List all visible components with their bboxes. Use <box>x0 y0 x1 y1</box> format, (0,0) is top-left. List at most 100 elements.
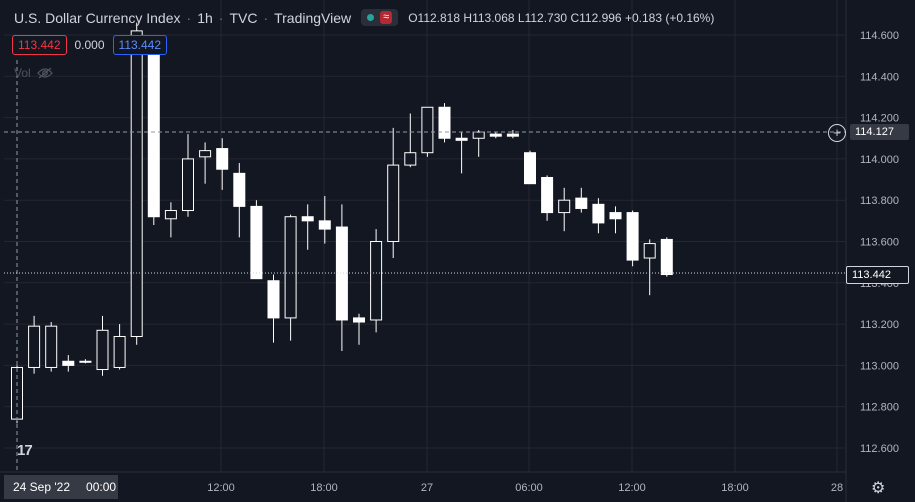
time-tick-label: 12:00 <box>207 482 235 494</box>
market-open-dot-icon <box>367 14 375 21</box>
tradingview-logo-icon[interactable]: 17 <box>17 442 33 459</box>
candle <box>335 204 348 351</box>
candle <box>643 239 656 296</box>
close-label: C <box>570 10 580 25</box>
candle <box>626 210 639 267</box>
candle-body-up <box>182 158 194 212</box>
candle-body-down <box>216 148 229 170</box>
candle-body-down <box>592 203 605 224</box>
candle <box>147 35 160 225</box>
candles <box>11 22 673 424</box>
price-tick-label: 114.400 <box>860 71 899 83</box>
candle-body-down <box>301 216 314 222</box>
price-tick-label: 113.200 <box>860 319 899 331</box>
gear-icon[interactable]: ⚙ <box>871 480 886 497</box>
buy-price-button[interactable]: 113.442 <box>112 35 168 55</box>
candle-body-up <box>113 335 126 368</box>
time-tick-label: 18:00 <box>721 482 749 494</box>
candle <box>267 274 280 343</box>
candle-body-down <box>62 360 75 366</box>
market-status[interactable]: ≈ <box>361 9 399 26</box>
candle-body-up <box>199 150 212 158</box>
crosshair-price-label: 114.127 <box>850 124 909 140</box>
crosshair-date: 24 Sep '22 <box>13 480 71 494</box>
candle-body-up <box>643 243 656 259</box>
candle-body-up <box>164 210 177 220</box>
candle-body-up <box>370 241 383 321</box>
candle <box>353 313 365 345</box>
candle <box>11 365 23 424</box>
ohlc-values: O112.818 H113.068 L112.730 C112.996 +0.1… <box>408 11 714 25</box>
low-value: 112.730 <box>524 10 568 25</box>
candle <box>233 163 246 238</box>
open-value: 112.818 <box>417 10 461 25</box>
candle-body-down <box>489 133 502 137</box>
spread-value: 0.000 <box>74 38 105 52</box>
candle-body-up <box>387 164 400 242</box>
symbol-legend[interactable]: U.S. Dollar Currency Index · 1h · TVC · … <box>14 9 714 26</box>
candle <box>96 315 109 376</box>
candle-body-up <box>130 30 143 337</box>
candle <box>113 324 126 370</box>
candle <box>370 229 383 333</box>
separator: · <box>218 9 224 26</box>
time-tick-label: 18:00 <box>310 482 338 494</box>
candle <box>130 22 143 345</box>
price-tick-label: 114.200 <box>860 113 899 125</box>
candle <box>28 315 41 374</box>
candle-body-up <box>558 199 571 214</box>
candle <box>62 355 75 372</box>
separator: · <box>263 9 269 26</box>
candle-body-down <box>335 226 348 321</box>
candle-body-down <box>575 197 588 209</box>
candle-body-down <box>660 238 673 276</box>
candle <box>541 175 554 221</box>
time-tick-label: 12:00 <box>618 482 646 494</box>
candle <box>404 113 417 168</box>
interval[interactable]: 1h <box>197 9 213 26</box>
candle <box>524 150 536 185</box>
open-label: O <box>408 10 418 25</box>
time-tick-label: 27 <box>421 482 433 494</box>
price-tick-label: 113.000 <box>860 360 899 372</box>
candle <box>660 237 673 277</box>
candle <box>472 129 485 157</box>
candle-body-down <box>233 172 246 207</box>
last-price-label: 113.442 <box>846 266 909 284</box>
candle-body-up <box>421 106 434 154</box>
time-tick-label: 28 <box>831 482 843 494</box>
candle <box>575 187 588 213</box>
crosshair-date-label: 24 Sep '22 00:00 <box>4 475 118 499</box>
candle-body-down <box>318 220 331 230</box>
low-label: L <box>517 10 525 25</box>
candle-body-up <box>45 325 58 368</box>
candle <box>45 322 58 372</box>
separator: · <box>186 9 192 26</box>
candle <box>489 132 502 139</box>
candle <box>609 206 622 234</box>
time-axis: 12:00 18:00 27 06:00 12:00 18:00 28 <box>0 471 846 494</box>
trade-badges: 113.442 0.000 113.442 <box>12 35 168 55</box>
candle-body-down <box>609 212 622 220</box>
candle-body-down <box>353 317 365 323</box>
candle <box>284 214 297 341</box>
eye-off-icon[interactable] <box>36 67 53 79</box>
sell-price-button[interactable]: 113.442 <box>12 35 67 55</box>
high-label: H <box>463 10 473 25</box>
volume-legend[interactable]: Vol <box>14 66 53 80</box>
symbol-name[interactable]: U.S. Dollar Currency Index <box>14 9 181 26</box>
candle <box>438 103 451 143</box>
candle <box>216 138 229 190</box>
candle-body-up <box>284 216 297 319</box>
candle-body-down <box>506 133 519 137</box>
price-tick-label: 112.800 <box>860 402 899 414</box>
add-alert-plus-icon[interactable]: + <box>828 124 846 142</box>
candle <box>199 142 212 184</box>
change-value: +0.183 (+0.16%) <box>624 10 715 25</box>
time-tick-label: 06:00 <box>515 482 543 494</box>
wave-icon: ≈ <box>380 11 393 24</box>
candle <box>79 359 92 364</box>
candle-body-down <box>524 152 536 185</box>
candle <box>164 202 177 238</box>
